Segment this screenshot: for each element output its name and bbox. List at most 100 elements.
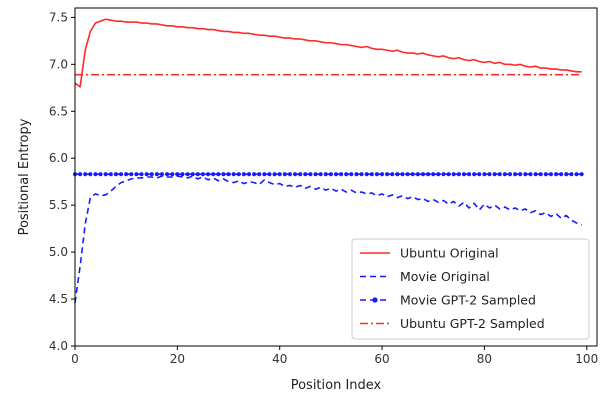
- series-point: [318, 172, 323, 177]
- series-point: [149, 172, 154, 177]
- series-point: [339, 172, 344, 177]
- series-point: [313, 172, 318, 177]
- series-point: [124, 172, 129, 177]
- series-point: [497, 172, 502, 177]
- series-point: [426, 172, 431, 177]
- legend-label: Ubuntu Original: [400, 246, 499, 261]
- series-point: [436, 172, 441, 177]
- series-point: [144, 172, 149, 177]
- series-point: [420, 172, 426, 177]
- series-point: [466, 172, 472, 177]
- series-point: [538, 172, 543, 177]
- series-point: [180, 172, 185, 177]
- series-point: [513, 172, 518, 177]
- series-point: [246, 172, 252, 177]
- series-point: [518, 172, 523, 177]
- series-point: [502, 172, 507, 177]
- series-point: [221, 172, 226, 177]
- series-point: [559, 172, 564, 177]
- series-point: [533, 172, 538, 177]
- series-point: [477, 172, 482, 177]
- series-point: [277, 172, 282, 177]
- series-point: [78, 172, 83, 177]
- series-point: [93, 172, 98, 177]
- series-line-1: [74, 175, 582, 303]
- series-point: [410, 172, 415, 177]
- series-point: [272, 172, 277, 177]
- series-point: [349, 172, 354, 177]
- series-point: [553, 172, 559, 177]
- legend-label: Movie Original: [400, 269, 490, 284]
- x-axis-label: Position Index: [291, 378, 382, 393]
- y-axis-ticks: 4.0 4.5 5.0 5.5 6.0 6.5 7.0 7.5: [49, 10, 75, 353]
- y-tick-label: 6.5: [49, 104, 68, 118]
- series-point: [482, 172, 487, 177]
- series-point: [374, 172, 380, 177]
- series-point: [154, 172, 159, 177]
- series-point: [472, 172, 477, 177]
- series-point: [103, 172, 108, 177]
- series-point: [308, 172, 313, 177]
- series-point: [98, 172, 103, 177]
- legend-box: [351, 238, 590, 340]
- series-point: [257, 172, 262, 177]
- series-point: [328, 172, 333, 177]
- series-point: [451, 172, 456, 177]
- series-point: [241, 172, 246, 177]
- y-tick-label: 7.5: [49, 10, 68, 24]
- series-point: [579, 172, 584, 177]
- series-point: [364, 172, 369, 177]
- series-point: [226, 172, 231, 177]
- series-point: [487, 172, 492, 177]
- series-point: [492, 172, 497, 177]
- series-point: [543, 172, 548, 177]
- x-axis-ticks: 0 20 40 60 80 100: [71, 346, 598, 366]
- series-point: [139, 172, 144, 177]
- x-tick-label: 40: [272, 352, 287, 366]
- series-point: [195, 172, 200, 177]
- series-point: [298, 172, 303, 177]
- series-point: [456, 172, 461, 177]
- series-point: [528, 172, 533, 177]
- series-point: [175, 172, 180, 177]
- y-tick-label: 4.5: [49, 292, 68, 306]
- series-point: [564, 172, 569, 177]
- series-point: [333, 172, 339, 177]
- series-point: [185, 172, 190, 177]
- series-point: [303, 172, 308, 177]
- series-point: [88, 172, 93, 177]
- legend: Ubuntu Original Movie Original Movie GPT-2…: [351, 238, 590, 340]
- series-point: [113, 172, 119, 177]
- series-point: [507, 172, 513, 177]
- series-point: [354, 172, 359, 177]
- series-point: [236, 172, 241, 177]
- series-point: [415, 172, 420, 177]
- legend-marker: [372, 297, 378, 303]
- series-point: [108, 172, 113, 177]
- series-point: [252, 172, 257, 177]
- series-point: [369, 172, 374, 177]
- series-point: [216, 172, 221, 177]
- legend-label: Ubuntu GPT-2 Sampled: [400, 316, 545, 331]
- y-tick-label: 6.0: [49, 151, 68, 165]
- series-point: [267, 172, 272, 177]
- series-point: [390, 172, 395, 177]
- series-point: [359, 172, 364, 177]
- series-point: [569, 172, 574, 177]
- y-tick-label: 5.0: [49, 245, 68, 259]
- series-point: [170, 172, 175, 177]
- series-point: [574, 172, 579, 177]
- series-point: [441, 172, 446, 177]
- x-tick-label: 60: [374, 352, 389, 366]
- series-point: [523, 172, 528, 177]
- x-tick-label: 20: [170, 352, 185, 366]
- series-point: [134, 172, 139, 177]
- series-point: [344, 172, 349, 177]
- series-point: [431, 172, 436, 177]
- series-point: [83, 172, 88, 177]
- x-tick-label: 100: [575, 352, 598, 366]
- series-point: [400, 172, 405, 177]
- series-point: [405, 172, 410, 177]
- series-line-0: [74, 18, 582, 88]
